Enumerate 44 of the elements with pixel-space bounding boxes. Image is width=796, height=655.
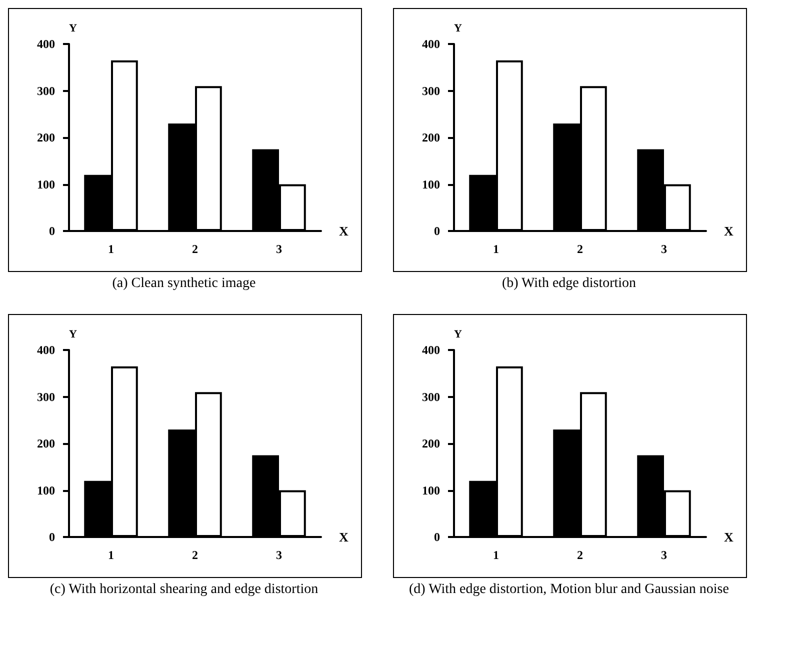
y-tick-label: 100 bbox=[422, 177, 440, 192]
x-tick-label: 1 bbox=[493, 242, 499, 256]
x-tick-label: 3 bbox=[661, 548, 667, 562]
y-tick-label: 200 bbox=[37, 436, 55, 450]
y-tick-label: 0 bbox=[49, 224, 55, 238]
y-tick-label: 300 bbox=[422, 84, 440, 98]
y-axis-title: Y bbox=[69, 328, 77, 340]
y-tick-label: 400 bbox=[422, 37, 440, 51]
text: (a) Clean synthetic image bbox=[111, 276, 257, 293]
y-axis-title: Y bbox=[454, 328, 462, 340]
x-axis-title: X bbox=[339, 530, 349, 544]
text: (b) With edge distortion bbox=[500, 276, 638, 293]
x-tick-label: 3 bbox=[276, 242, 282, 256]
x-tick-label: 1 bbox=[108, 242, 114, 256]
text: (c) With horizontal shearing and edge distortion bbox=[48, 582, 320, 599]
y-tick-label: 400 bbox=[37, 343, 55, 357]
x-tick-label: 3 bbox=[661, 242, 667, 256]
y-tick-label: 100 bbox=[37, 483, 55, 498]
x-tick-label: 2 bbox=[577, 548, 583, 562]
y-tick-label: 200 bbox=[37, 130, 55, 144]
y-tick-label: 400 bbox=[37, 37, 55, 51]
y-tick-label: 0 bbox=[434, 224, 440, 238]
x-axis-title: X bbox=[724, 530, 734, 544]
x-axis-title: X bbox=[339, 224, 349, 238]
x-tick-label: 1 bbox=[108, 548, 114, 562]
y-axis-title: Y bbox=[69, 22, 77, 34]
y-tick-label: 0 bbox=[49, 530, 55, 544]
y-tick-label: 100 bbox=[422, 483, 440, 498]
y-axis-title: Y bbox=[454, 22, 462, 34]
x-axis-title: X bbox=[724, 224, 734, 238]
y-tick-label: 0 bbox=[434, 530, 440, 544]
text: (d) With edge distortion, Motion blur and Gaussian noise bbox=[408, 582, 730, 599]
y-tick-label: 400 bbox=[422, 343, 440, 357]
x-tick-label: 2 bbox=[192, 548, 198, 562]
x-tick-label: 2 bbox=[577, 242, 583, 256]
y-tick-label: 300 bbox=[37, 84, 55, 98]
y-tick-label: 200 bbox=[422, 436, 440, 450]
x-tick-label: 1 bbox=[493, 548, 499, 562]
x-tick-label: 3 bbox=[276, 548, 282, 562]
y-tick-label: 100 bbox=[37, 177, 55, 192]
y-tick-label: 300 bbox=[37, 390, 55, 404]
x-tick-label: 2 bbox=[192, 242, 198, 256]
y-tick-label: 200 bbox=[422, 130, 440, 144]
y-tick-label: 300 bbox=[422, 390, 440, 404]
